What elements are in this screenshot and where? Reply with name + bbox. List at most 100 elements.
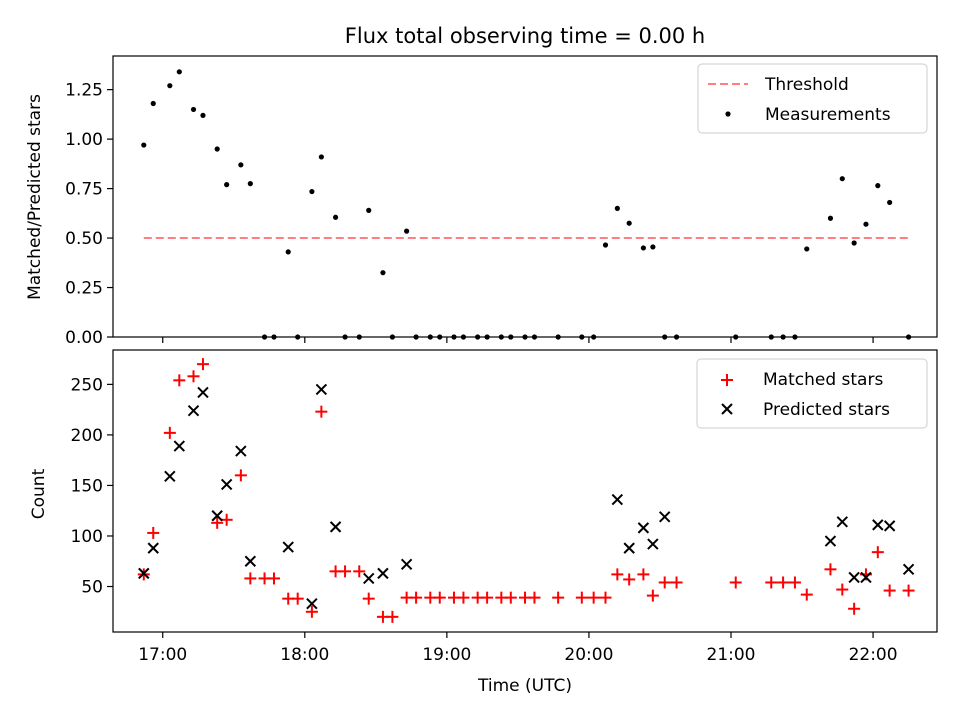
measurement-point (905, 334, 912, 340)
matched-star-point (800, 588, 813, 601)
matched-star-point (305, 605, 318, 618)
matched-star-point (848, 602, 861, 615)
matched-star-point (836, 583, 849, 596)
predicted-star-point (848, 571, 860, 584)
matched-star-point (623, 573, 636, 586)
predicted-star-point (282, 541, 294, 553)
measurement-point (200, 112, 206, 118)
top-y-ticks: 0.00 0.25 0.50 0.75 1.00 1.25 (65, 81, 113, 348)
predicted-star-point (400, 558, 413, 570)
bottom-panel: 50 100 150 200 250 17:00 18:00 19:00 20:00 21:00… (29, 349, 938, 696)
predicted-star-point (164, 470, 176, 483)
matched-star-point (528, 591, 541, 604)
predicted-star-point (220, 478, 233, 491)
measurement-point (614, 205, 620, 211)
measurement-points (141, 69, 912, 340)
matched-star-point (362, 592, 375, 605)
matched-star-point (552, 591, 565, 604)
measurement-point (768, 334, 774, 340)
measurement-point (451, 334, 457, 340)
measurement-point (427, 334, 433, 340)
matched-star-point (575, 591, 588, 604)
matched-star-point (211, 516, 224, 529)
predicted-star-point (377, 567, 389, 580)
measurement-point (285, 249, 291, 255)
measurement-point (531, 334, 538, 340)
measurement-point (839, 176, 845, 182)
matched-star-point (599, 591, 612, 604)
bottom-y-tick-label: 100 (71, 527, 103, 547)
top-legend-box (697, 63, 928, 134)
predicted-star-point (197, 386, 209, 399)
x-tick-label: 22:00 (849, 645, 898, 665)
bottom-y-tick-label: 200 (71, 426, 103, 446)
measurement-point (827, 215, 834, 221)
predicted-star-point (860, 571, 872, 584)
measurement-point (475, 334, 481, 340)
measurement-point (733, 334, 739, 340)
matched-star-point (670, 576, 683, 589)
bottom-legend: Matched stars Predicted stars (696, 358, 928, 429)
measurement-point (141, 142, 147, 148)
matched-star-point (173, 374, 186, 387)
matched-star-point (824, 563, 837, 576)
x-axis-label: Time (UTC) (477, 676, 572, 696)
measurement-point (404, 228, 410, 234)
x-tick-label: 21:00 (707, 645, 756, 665)
measurement-point (247, 181, 253, 187)
predicted-star-point (173, 440, 186, 452)
matched-star-point (871, 546, 884, 559)
measurement-point (413, 334, 419, 340)
legend-matched-label: Matched stars (763, 370, 883, 390)
matched-star-point (902, 584, 915, 597)
measurement-point (389, 334, 396, 340)
bottom-axes-frame (112, 349, 938, 633)
matched-star-point (504, 591, 517, 604)
predicted-star-point (235, 445, 247, 457)
measurement-point (190, 106, 197, 113)
measurement-point (804, 246, 810, 252)
predicted-star-point (329, 521, 342, 533)
bottom-y-axis-label: Count (29, 468, 49, 519)
measurement-point (591, 334, 597, 340)
top-y-tick-label: 0.50 (65, 229, 103, 249)
x-tick-label: 18:00 (280, 645, 329, 665)
measurement-point (875, 183, 881, 189)
matched-star-point (637, 568, 650, 581)
matched-star-point (196, 358, 209, 371)
measurement-point (851, 240, 857, 246)
matched-star-point (291, 592, 304, 605)
predicted-star-point (824, 535, 837, 547)
legend-matched-swatch (721, 374, 733, 386)
measurement-point (238, 162, 244, 168)
measurement-point (508, 334, 514, 340)
legend-predicted-label: Predicted stars (763, 400, 890, 420)
matched-star-points (137, 358, 915, 623)
matched-star-point (339, 565, 352, 578)
matched-star-point (883, 584, 896, 597)
matched-star-point (386, 610, 399, 623)
measurement-point (150, 100, 156, 107)
measurement-point (792, 334, 798, 340)
measurement-point (602, 242, 609, 248)
predicted-star-point (211, 510, 223, 522)
bottom-y-ticks: 50 100 150 200 250 (71, 375, 113, 598)
legend-measurements-label: Measurements (765, 105, 891, 125)
measurement-point (780, 334, 786, 340)
x-tick-label: 19:00 (422, 645, 471, 665)
measurement-point (176, 69, 182, 75)
matched-star-point (481, 591, 494, 604)
predicted-star-point (623, 542, 635, 554)
matched-star-point (658, 576, 671, 589)
legend-threshold-label: Threshold (764, 75, 849, 95)
measurement-point (224, 182, 230, 188)
matched-star-point (646, 589, 659, 602)
bottom-y-tick-label: 150 (71, 476, 103, 496)
predicted-star-point (872, 519, 884, 531)
measurement-point (484, 334, 490, 340)
measurement-point (356, 334, 362, 340)
bottom-y-tick-label: 250 (71, 375, 103, 395)
top-y-tick-label: 1.00 (65, 130, 103, 150)
matched-star-point (777, 576, 790, 589)
